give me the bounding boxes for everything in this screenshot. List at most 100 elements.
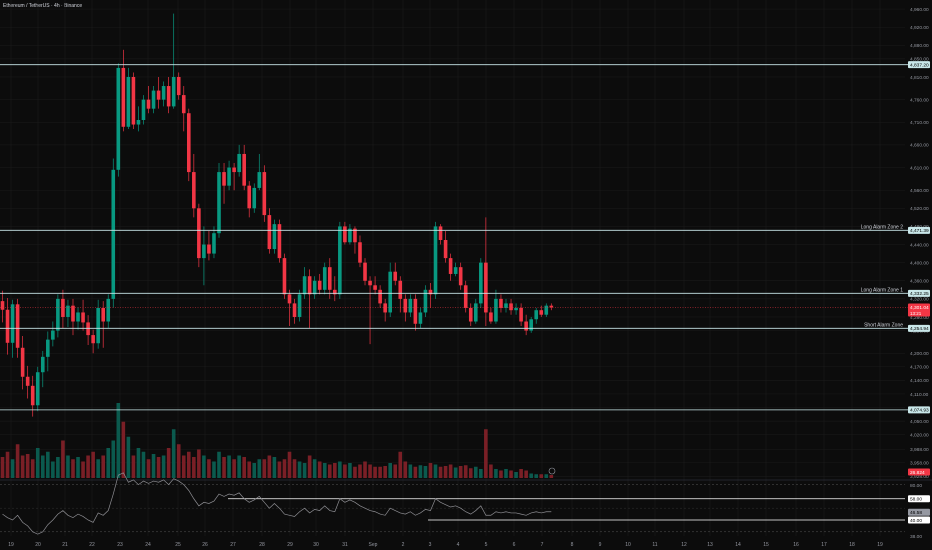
time-tick-label: 7 [541, 542, 544, 548]
candle [529, 319, 533, 331]
volume-bar [161, 455, 166, 478]
volume-bar [35, 448, 40, 478]
volume-bar [458, 466, 463, 478]
candle [413, 298, 418, 324]
candle [403, 298, 408, 313]
candle [232, 167, 236, 173]
candle [297, 294, 302, 317]
volume-bar [499, 470, 503, 478]
time-tick-label: 5 [485, 542, 488, 548]
volume-bar [222, 457, 226, 478]
volume-bar [151, 454, 156, 478]
volume-bar [141, 451, 146, 478]
time-tick-label: 14 [735, 542, 741, 548]
price-tick-label: 4,440.00 [910, 242, 929, 248]
volume-bar [20, 455, 25, 478]
rsi-level-label: 58.00 [910, 497, 922, 503]
volume-bar [242, 457, 246, 478]
price-pane[interactable] [0, 13, 556, 475]
volume-bar [348, 463, 352, 478]
time-axis[interactable]: 19 20 21 22 23 24 25 26 27 28 29 30 31 Sep 2 3 4 5 6 7 8 9 10 1… [8, 542, 883, 548]
candle [423, 289, 428, 313]
volume-pane [0, 403, 554, 478]
volume-bar [5, 451, 10, 478]
candle [267, 215, 272, 250]
candle [453, 267, 458, 274]
price-tick-label: 4,200.00 [910, 351, 929, 357]
price-tick-label: 4,140.00 [910, 378, 929, 384]
volume-bar [398, 451, 403, 478]
volume-bar [378, 466, 382, 478]
candle [317, 280, 322, 290]
time-tick-label: 19 [8, 542, 14, 548]
candle [0, 301, 5, 310]
time-tick-label: 17 [821, 542, 827, 548]
price-tick-label: 4,920.00 [910, 25, 929, 31]
volume-bar [468, 468, 473, 478]
volume-bar [519, 469, 523, 478]
time-tick-label: 19 [877, 542, 883, 548]
rsi-level-tag [908, 495, 930, 503]
candle [257, 172, 262, 188]
candle [383, 303, 387, 313]
candle [509, 303, 513, 311]
candle [433, 226, 438, 295]
rsi-level-tag [908, 516, 930, 524]
volume-bar [156, 457, 161, 478]
candle [363, 262, 367, 281]
volume-bar [539, 474, 544, 478]
candle [56, 298, 60, 331]
candle [398, 280, 403, 299]
volume-bar [252, 463, 257, 478]
candle [15, 304, 20, 348]
candle [146, 99, 151, 109]
volume-bar [71, 459, 75, 478]
rsi-tick-label: 38.00 [910, 534, 922, 540]
volume-bar [317, 461, 322, 478]
candle [333, 289, 337, 295]
volume-tag-label: 26.824 [910, 470, 925, 476]
volume-bar [494, 469, 498, 478]
volume-bar [176, 444, 181, 478]
volume-bar [207, 459, 211, 478]
candle [358, 242, 362, 263]
volume-bar [91, 451, 95, 478]
volume-bar [51, 461, 55, 478]
level-tag-label: 4,837.20 [910, 62, 929, 68]
price-tick-label: 4,560.00 [910, 188, 929, 194]
candle [549, 305, 554, 308]
candle [448, 258, 453, 274]
candle [428, 289, 433, 295]
level-tag-label: 4,471.39 [910, 228, 929, 234]
price-tick-label: 4,880.00 [910, 43, 929, 49]
candle [343, 226, 347, 243]
time-tick-label: 29 [287, 542, 293, 548]
price-axis[interactable]: 4,960.00 4,920.00 4,880.00 4,850.00 4,810.00… [908, 7, 930, 540]
candle [388, 271, 392, 313]
rsi-pane[interactable] [0, 472, 932, 535]
candle [20, 347, 25, 377]
candle [277, 224, 282, 259]
candle [111, 169, 116, 299]
candle [438, 226, 443, 240]
candle [479, 262, 483, 304]
time-tick-label: Sep [369, 542, 378, 548]
price-tick-label: 4,610.00 [910, 165, 929, 171]
candle [131, 76, 136, 125]
volume-bar [403, 461, 408, 478]
price-tick-label: 4,020.00 [910, 433, 929, 439]
volume-bar [368, 464, 372, 478]
volume-bar [81, 461, 85, 478]
candle [368, 280, 372, 286]
time-tick-label: 12 [681, 542, 687, 548]
candle [272, 224, 277, 250]
candle [197, 208, 201, 259]
candle [353, 228, 357, 243]
candle [292, 303, 297, 317]
volume-bar [479, 469, 483, 478]
candle [494, 298, 498, 322]
volume-bar [489, 464, 493, 478]
candle [484, 262, 488, 313]
candle [156, 90, 161, 100]
